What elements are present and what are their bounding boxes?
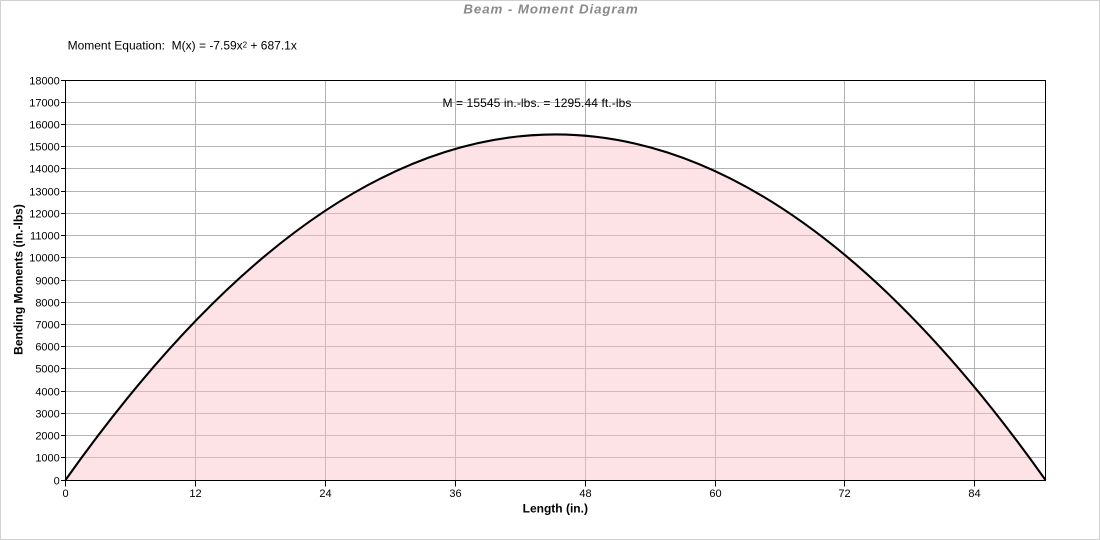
svg-text:Beam - Moment Diagram: Beam - Moment Diagram	[463, 2, 638, 17]
svg-text:36: 36	[449, 488, 461, 500]
svg-text:1000: 1000	[35, 453, 59, 465]
svg-text:48: 48	[579, 488, 591, 500]
svg-text:Moment Equation: M(x) = -7.59: Moment Equation: M(x) = -7.59x2 + 687.1x	[68, 39, 297, 53]
svg-text:24: 24	[319, 488, 331, 500]
svg-text:84: 84	[968, 488, 980, 500]
svg-text:M = 15545 in.-lbs. = 1295.44 f: M = 15545 in.-lbs. = 1295.44 ft.-lbs	[442, 96, 631, 110]
svg-text:14000: 14000	[29, 164, 60, 176]
svg-text:60: 60	[709, 488, 721, 500]
svg-text:12000: 12000	[29, 209, 60, 221]
svg-text:0: 0	[54, 476, 60, 488]
svg-text:8000: 8000	[35, 298, 59, 310]
svg-text:11000: 11000	[30, 231, 60, 243]
svg-text:6000: 6000	[35, 342, 59, 354]
svg-text:10000: 10000	[29, 253, 60, 265]
svg-text:5000: 5000	[35, 364, 59, 376]
svg-text:17000: 17000	[29, 98, 60, 110]
svg-text:Bending Moments (in.-lbs): Bending Moments (in.-lbs)	[12, 204, 26, 355]
svg-text:13000: 13000	[29, 187, 60, 199]
svg-text:15000: 15000	[29, 142, 60, 154]
svg-text:12: 12	[189, 488, 201, 500]
svg-text:18000: 18000	[29, 76, 60, 88]
svg-text:72: 72	[838, 488, 850, 500]
svg-text:9000: 9000	[35, 276, 59, 288]
svg-text:4000: 4000	[35, 387, 59, 399]
svg-text:7000: 7000	[35, 320, 59, 332]
svg-text:3000: 3000	[35, 409, 59, 421]
svg-text:16000: 16000	[29, 120, 60, 132]
svg-text:0: 0	[62, 488, 68, 500]
svg-text:2000: 2000	[35, 431, 59, 443]
svg-text:Length (in.): Length (in.)	[523, 502, 588, 516]
